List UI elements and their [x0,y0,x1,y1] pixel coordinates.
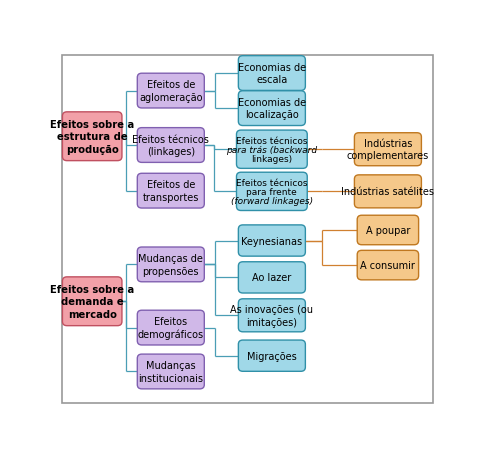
Text: A consumir: A consumir [360,261,415,271]
FancyBboxPatch shape [239,91,305,126]
Text: Efeitos sobre a
demanda e
mercado: Efeitos sobre a demanda e mercado [50,284,134,319]
FancyBboxPatch shape [357,251,419,280]
FancyBboxPatch shape [239,299,305,332]
Text: Efeitos técnicos: Efeitos técnicos [236,178,308,187]
FancyBboxPatch shape [137,74,204,109]
Text: (forward linkages): (forward linkages) [231,197,313,206]
FancyBboxPatch shape [237,131,307,169]
Text: Migrações: Migrações [247,351,297,361]
Text: Mudanças de
propensões: Mudanças de propensões [138,253,203,276]
Text: Keynesianas: Keynesianas [242,236,302,246]
FancyBboxPatch shape [355,176,421,208]
Text: Efeitos
demográficos: Efeitos demográficos [138,316,204,339]
Text: Efeitos técnicos
(linkages): Efeitos técnicos (linkages) [132,135,209,157]
FancyBboxPatch shape [62,277,122,326]
FancyBboxPatch shape [137,354,204,389]
FancyBboxPatch shape [239,56,305,91]
Text: Efeitos técnicos: Efeitos técnicos [236,136,308,145]
Text: Efeitos de
transportes: Efeitos de transportes [142,180,199,202]
FancyBboxPatch shape [239,225,305,257]
Text: As inovações (ou
imitações): As inovações (ou imitações) [230,304,313,327]
Text: Economias de
localização: Economias de localização [238,98,306,120]
FancyBboxPatch shape [137,128,204,163]
FancyBboxPatch shape [137,174,204,208]
Text: Indústrias satélites: Indústrias satélites [341,187,434,197]
Text: Economias de
escala: Economias de escala [238,63,306,85]
FancyBboxPatch shape [137,248,204,282]
Text: Indústrias
complementares: Indústrias complementares [347,139,429,161]
FancyBboxPatch shape [137,310,204,345]
FancyBboxPatch shape [237,173,307,211]
Text: linkages): linkages) [251,154,292,163]
Text: Ao lazer: Ao lazer [252,273,292,283]
FancyBboxPatch shape [62,112,122,161]
FancyBboxPatch shape [355,133,421,167]
Text: Mudanças
institucionais: Mudanças institucionais [138,360,203,383]
Text: Efeitos sobre a
estrutura de
produção: Efeitos sobre a estrutura de produção [50,120,134,154]
FancyBboxPatch shape [239,340,305,371]
FancyBboxPatch shape [357,216,419,245]
Text: Efeitos de
aglomeração: Efeitos de aglomeração [139,80,202,102]
FancyBboxPatch shape [239,262,305,293]
Text: A poupar: A poupar [366,226,410,236]
Text: para frente: para frente [246,187,297,197]
Text: para trás (backward: para trás (backward [227,146,317,154]
